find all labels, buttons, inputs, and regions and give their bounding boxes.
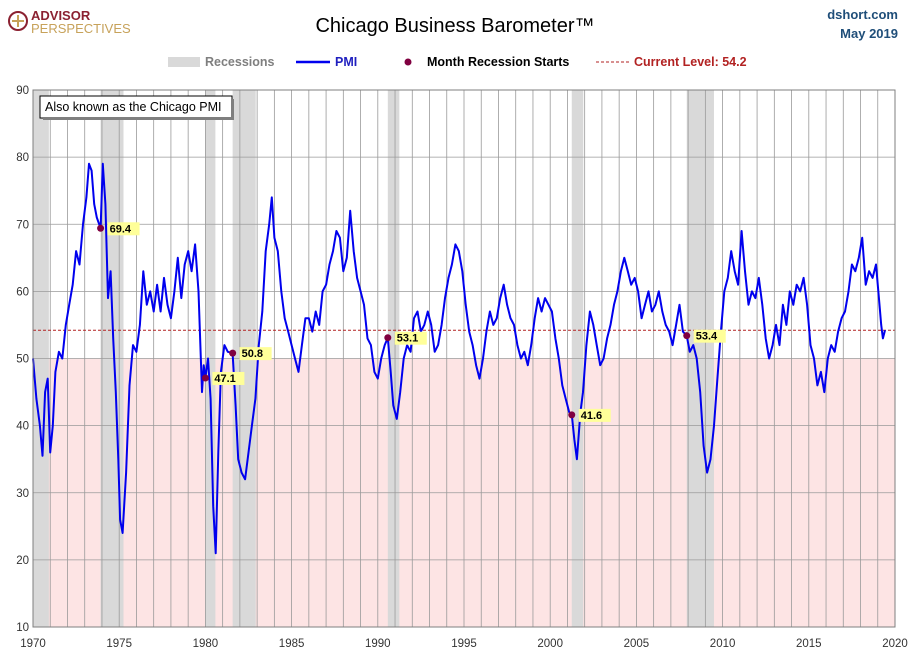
logo-mark-icon — [8, 11, 28, 31]
site-name: dshort.com — [827, 7, 898, 22]
x-tick-label: 2005 — [624, 638, 650, 650]
pmi-series-line — [32, 162, 886, 555]
aka-text: Also known as the Chicago PMI — [45, 100, 221, 114]
marker-label-bg — [693, 329, 726, 343]
marker-label: 53.1 — [397, 333, 418, 345]
marker-label-bg — [212, 371, 245, 385]
marker-label: 50.8 — [242, 348, 263, 360]
recession-start-marker — [568, 411, 576, 419]
marker-label: 69.4 — [110, 223, 132, 235]
marker-label: 53.4 — [696, 331, 718, 343]
legend-marker-icon — [404, 58, 412, 66]
legend: Recessions PMI Month Recession Starts Cu… — [168, 55, 747, 69]
logo-bottom-text: PERSPECTIVES — [31, 21, 131, 36]
y-tick-label: 90 — [16, 85, 29, 97]
recession-start-marker — [229, 349, 237, 357]
y-tick-label: 20 — [16, 555, 29, 567]
chart-title: Chicago Business Barometer™ — [315, 15, 594, 37]
logo-top-text: ADVISOR — [31, 8, 91, 23]
marker-label-bg — [578, 408, 611, 422]
y-tick-label: 70 — [16, 219, 29, 231]
y-tick-label: 80 — [16, 152, 29, 164]
y-tick-label: 40 — [16, 421, 29, 433]
y-tick-label: 30 — [16, 488, 29, 500]
y-tick-label: 10 — [16, 622, 29, 634]
logo-cross-icon — [12, 15, 24, 27]
x-tick-label: 2015 — [796, 638, 822, 650]
aka-annotation: Also known as the Chicago PMI — [39, 95, 234, 120]
y-axis-ticks: 10 20 30 40 50 60 70 80 90 — [16, 85, 29, 634]
x-tick-label: 1980 — [193, 638, 219, 650]
recession-start-marker — [683, 332, 691, 340]
aka-shadow-bottom — [43, 117, 234, 120]
x-tick-label: 1970 — [20, 638, 46, 650]
y-tick-label: 50 — [16, 354, 29, 366]
marker-label: 41.6 — [581, 410, 602, 422]
x-tick-label: 1975 — [106, 638, 132, 650]
recession-start-marker — [384, 334, 392, 342]
x-tick-label: 2000 — [537, 638, 563, 650]
y-tick-label: 60 — [16, 286, 29, 298]
recession-start-marker — [201, 374, 209, 382]
plot-frame — [32, 89, 896, 628]
marker-label: 47.1 — [214, 373, 235, 385]
x-tick-label: 2010 — [710, 638, 736, 650]
legend-recessions-label: Recessions — [205, 55, 275, 69]
recession-start-marker — [97, 224, 105, 232]
x-tick-label: 1990 — [365, 638, 391, 650]
legend-current-label: Current Level: 54.2 — [634, 55, 747, 69]
legend-starts-label: Month Recession Starts — [427, 55, 569, 69]
aka-shadow-right — [231, 99, 234, 120]
marker-label-bg — [107, 222, 140, 236]
x-tick-label: 1985 — [279, 638, 305, 650]
marker-label-bg — [239, 347, 272, 361]
marker-label-bg — [394, 331, 427, 345]
legend-recession-swatch — [168, 57, 200, 67]
legend-pmi-label: PMI — [335, 55, 357, 69]
recession-start-markers: 69.4 47.1 50.8 53.1 41.6 53.4 — [97, 222, 726, 422]
x-tick-label: 1995 — [451, 638, 477, 650]
x-axis-ticks: 1970 1975 1980 1985 1990 1995 2000 2005 2010 2015… — [20, 638, 908, 650]
report-date: May 2019 — [840, 26, 898, 41]
advisor-logo: ADVISOR PERSPECTIVES — [8, 8, 131, 36]
x-tick-label: 2020 — [882, 638, 908, 650]
